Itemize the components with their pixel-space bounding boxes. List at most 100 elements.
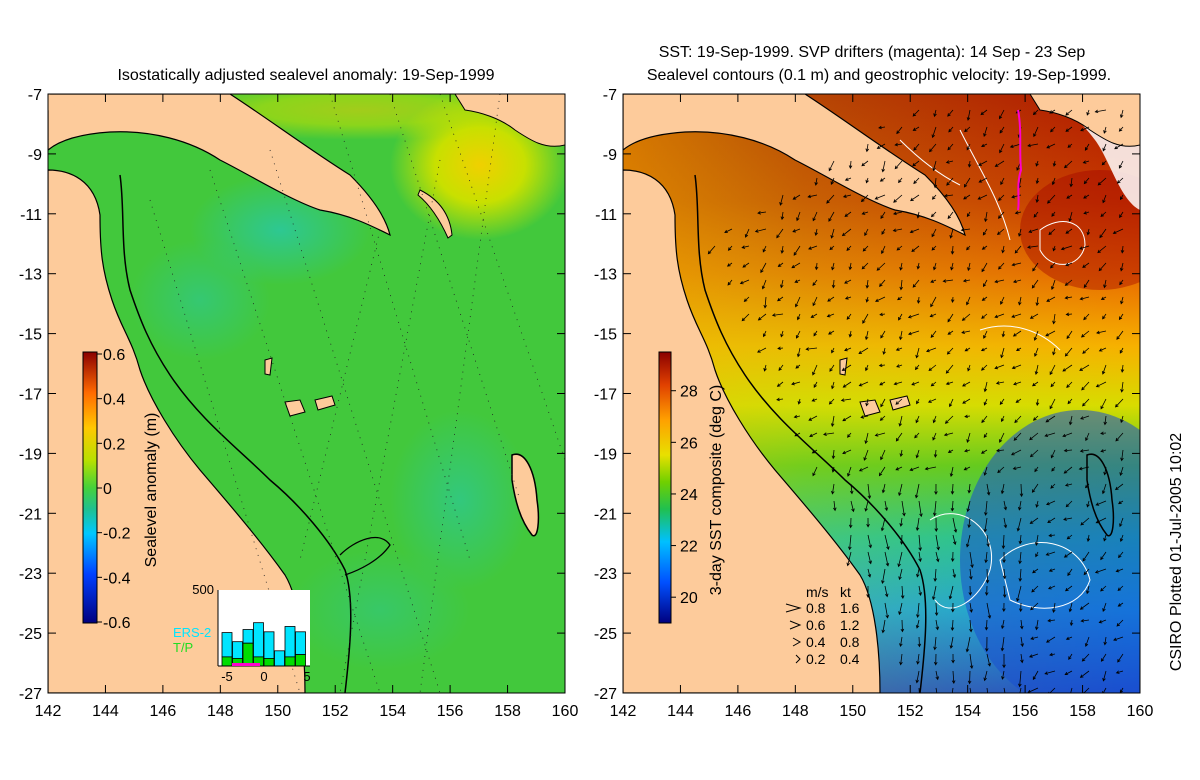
velocity-arrow	[1115, 568, 1124, 573]
reef-island	[264, 357, 273, 376]
inset-bar-ers2	[263, 631, 275, 659]
velocity-arrow	[983, 279, 988, 288]
velocity-arrow	[952, 534, 957, 546]
velocity-arrow	[884, 585, 889, 598]
velocity-arrow	[858, 381, 869, 387]
velocity-arrow	[983, 330, 988, 339]
inset-bar-ers2	[284, 626, 296, 658]
velocity-arrow	[1031, 585, 1039, 593]
velocity-arrow	[849, 483, 854, 495]
velocity-arrow	[830, 177, 835, 185]
velocity-arrow	[831, 483, 835, 495]
velocity-arrow	[967, 483, 972, 494]
inset-legend-tp: T/P	[173, 640, 193, 655]
png-land	[48, 94, 90, 116]
velocity-arrow	[962, 398, 971, 404]
velocity-arrow	[986, 534, 990, 548]
velocity-arrow	[1079, 245, 1090, 250]
velocity-arrow	[1011, 194, 1022, 199]
velocity-arrow	[897, 551, 903, 568]
velocity-arrow	[1035, 296, 1040, 307]
velocity-arrow	[879, 381, 886, 386]
sla-x-tick-label: 158	[494, 703, 521, 720]
sla-x-tick-label: 156	[437, 703, 464, 720]
velocity-arrow	[943, 432, 954, 437]
velocity-arrow	[1117, 585, 1124, 592]
sst-y-tick-label: -9	[603, 147, 617, 164]
velocity-arrow	[945, 160, 954, 164]
velocity-arrow	[1028, 228, 1039, 233]
sst-colorbar-label: 3-day SST composite (deg C)	[708, 385, 725, 595]
velocity-arrow	[984, 211, 988, 223]
velocity-arrow	[931, 126, 937, 139]
velocity-legend-header-ms: m/s	[806, 584, 829, 600]
velocity-arrow	[865, 279, 870, 289]
velocity-arrow	[1035, 551, 1039, 558]
velocity-arrow	[831, 449, 836, 460]
sla-y-tick-label: -9	[28, 147, 42, 164]
velocity-arrow	[1120, 381, 1124, 393]
velocity-arrow	[935, 551, 940, 563]
velocity-arrow	[986, 483, 991, 496]
velocity-arrow	[1049, 109, 1056, 114]
velocity-arrow	[757, 347, 767, 353]
velocity-arrow	[983, 432, 988, 438]
velocity-arrow	[1067, 143, 1073, 148]
velocity-arrow	[930, 330, 937, 339]
velocity-arrow	[986, 687, 989, 693]
velocity-arrow	[1066, 381, 1073, 388]
velocity-arrow	[934, 602, 939, 617]
velocity-arrow	[1083, 211, 1090, 215]
velocity-arrow	[1065, 262, 1073, 267]
velocity-arrow	[1035, 398, 1040, 407]
velocity-arrow	[1032, 415, 1039, 421]
velocity-arrow	[900, 619, 905, 633]
velocity-arrow	[966, 143, 971, 151]
velocity-arrow	[896, 126, 903, 135]
velocity-arrow	[1001, 670, 1005, 680]
velocity-legend-arrow	[789, 620, 802, 630]
velocity-arrow	[1016, 517, 1022, 532]
velocity-arrow	[1047, 194, 1056, 204]
velocity-arrow	[831, 466, 836, 473]
velocity-arrow	[794, 432, 801, 437]
velocity-arrow	[967, 670, 972, 685]
velocity-arrow	[1081, 653, 1090, 662]
velocity-arrow	[1101, 364, 1107, 375]
sla-x-tick-label: 152	[322, 703, 349, 720]
velocity-arrow	[864, 330, 869, 341]
sla-colorbar: 0.6 0.4 0.2 0 -0.2 -0.4 -0.6 Sealevel anomaly …	[82, 347, 160, 632]
velocity-arrow	[1050, 262, 1056, 269]
velocity-arrow	[899, 449, 904, 458]
velocity-arrow	[1066, 534, 1073, 540]
velocity-arrow	[943, 193, 954, 198]
sst-map-title-line1: SST: 19-Sep-1999. SVP drifters (magenta)…	[659, 44, 1086, 61]
velocity-arrow	[914, 364, 920, 371]
velocity-arrow	[894, 142, 903, 147]
velocity-arrow	[918, 585, 922, 596]
velocity-arrow	[1084, 636, 1090, 647]
velocity-arrow	[1098, 347, 1107, 352]
sla-colorbar-tick-label: 0.6	[103, 347, 125, 364]
velocity-arrow	[967, 517, 971, 529]
sla-low-anomaly	[290, 550, 470, 670]
velocity-arrow	[931, 194, 937, 200]
velocity-arrow	[978, 160, 988, 166]
velocity-arrow	[823, 432, 835, 436]
sst-map-area	[623, 94, 1140, 693]
velocity-arrow	[918, 551, 922, 563]
velocity-arrow	[947, 211, 954, 220]
velocity-arrow	[915, 517, 920, 532]
velocity-arrow	[847, 432, 852, 438]
velocity-arrow	[1052, 160, 1057, 167]
velocity-arrow	[1065, 312, 1073, 317]
velocity-arrow	[809, 432, 818, 438]
reef-island	[314, 395, 336, 411]
velocity-arrow	[1102, 670, 1107, 682]
velocity-arrow	[791, 381, 801, 386]
velocity-arrow	[1050, 279, 1056, 291]
velocity-arrow	[812, 364, 818, 376]
velocity-arrow	[727, 279, 733, 286]
sla-x-tick-label: 148	[207, 703, 234, 720]
velocity-legend-arrow	[785, 603, 802, 613]
